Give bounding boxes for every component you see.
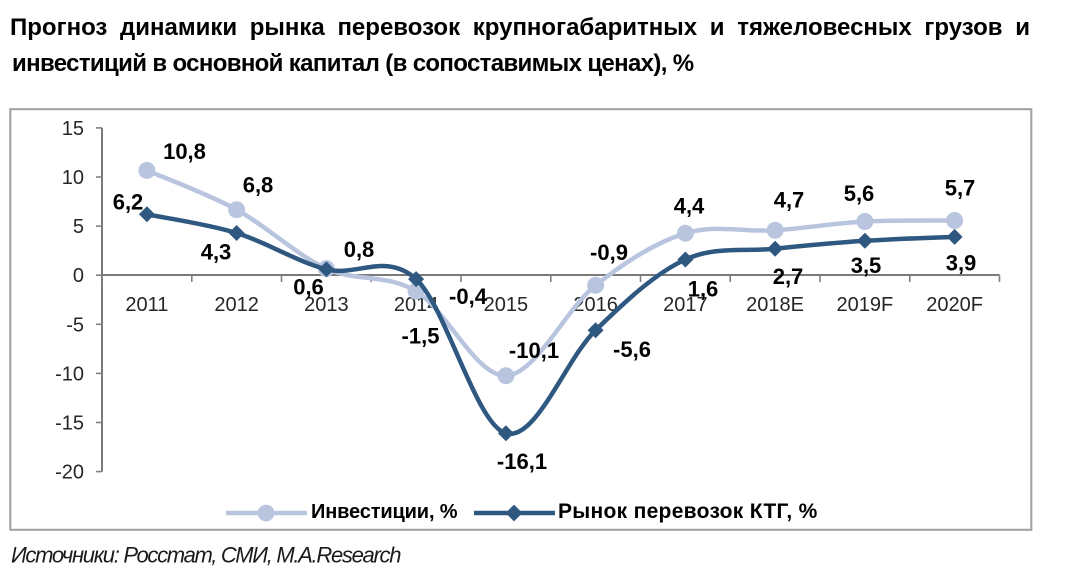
svg-text:2015: 2015 (484, 294, 529, 316)
svg-text:4,7: 4,7 (774, 188, 805, 213)
svg-text:2017: 2017 (663, 294, 708, 316)
svg-text:2,7: 2,7 (773, 264, 804, 289)
svg-text:-15: -15 (55, 413, 84, 435)
svg-text:15: 15 (62, 118, 84, 140)
svg-text:5: 5 (73, 216, 84, 238)
svg-text:3,5: 3,5 (851, 253, 882, 278)
svg-text:2012: 2012 (214, 294, 259, 316)
svg-text:5,6: 5,6 (844, 181, 875, 206)
svg-text:Источники: Росстат, СМИ, M.A.R: Источники: Росстат, СМИ, M.A.Research (11, 543, 401, 568)
svg-text:-5: -5 (66, 314, 84, 336)
svg-text:-5,6: -5,6 (613, 337, 651, 362)
svg-text:0,6: 0,6 (293, 275, 324, 300)
svg-text:-16,1: -16,1 (497, 449, 547, 474)
svg-text:5,7: 5,7 (945, 176, 976, 201)
svg-text:-10,1: -10,1 (509, 338, 559, 363)
svg-text:-20: -20 (55, 462, 84, 484)
svg-text:0,8: 0,8 (344, 237, 375, 262)
svg-text:2011: 2011 (125, 294, 168, 316)
svg-text:6,8: 6,8 (243, 173, 274, 198)
svg-text:1,6: 1,6 (688, 277, 719, 302)
svg-text:4,4: 4,4 (674, 194, 705, 219)
svg-text:2018E: 2018E (746, 294, 804, 316)
svg-text:-10: -10 (55, 363, 84, 385)
svg-text:-0,9: -0,9 (590, 240, 628, 265)
svg-text:6,2: 6,2 (113, 190, 144, 215)
svg-text:0: 0 (73, 265, 84, 287)
svg-text:-1,5: -1,5 (402, 324, 440, 349)
svg-text:2019F: 2019F (837, 294, 894, 316)
svg-text:Рынок перевозок КТГ, %: Рынок перевозок КТГ, % (558, 500, 818, 523)
svg-text:Инвестиции, %: Инвестиции, % (311, 501, 458, 523)
svg-text:4,3: 4,3 (201, 239, 232, 264)
svg-text:10: 10 (62, 167, 84, 189)
svg-text:10,8: 10,8 (163, 139, 206, 164)
svg-text:2013: 2013 (304, 294, 349, 316)
svg-text:2020F: 2020F (926, 294, 983, 316)
svg-text:3,9: 3,9 (946, 251, 977, 276)
svg-text:-0,4: -0,4 (449, 284, 488, 309)
